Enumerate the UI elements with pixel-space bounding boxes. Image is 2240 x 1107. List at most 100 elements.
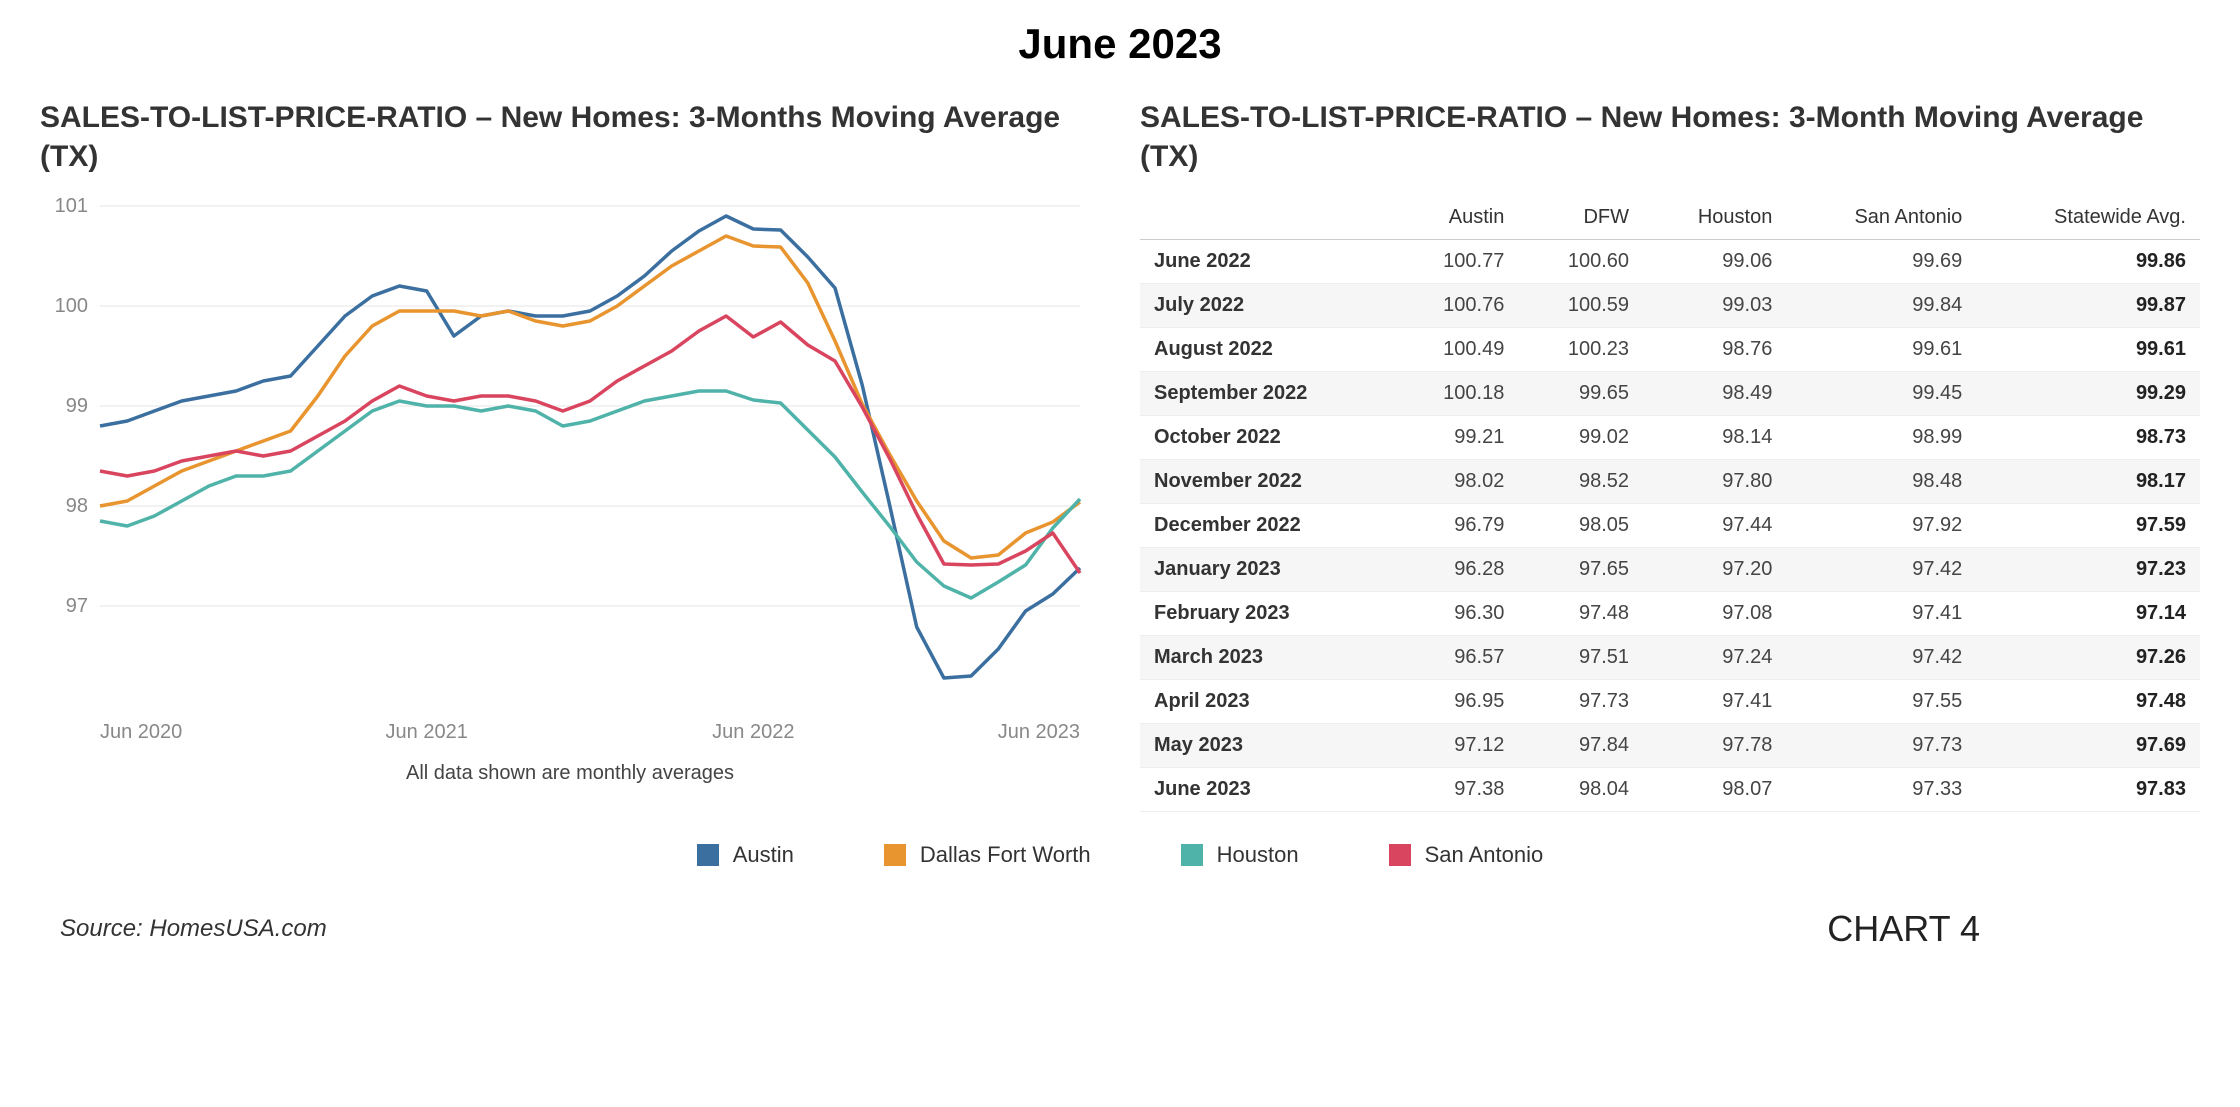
legend-item: Houston bbox=[1181, 842, 1299, 868]
x-tick-label: Jun 2020 bbox=[100, 721, 182, 743]
legend-item: San Antonio bbox=[1389, 842, 1544, 868]
table-cell: 99.29 bbox=[1976, 372, 2200, 416]
table-cell: 97.26 bbox=[1976, 636, 2200, 680]
chart-panel: SALES-TO-LIST-PRICE-RATIO – New Homes: 3… bbox=[40, 98, 1100, 812]
table-cell: 97.42 bbox=[1786, 548, 1976, 592]
table-row: June 202397.3898.0498.0797.3397.83 bbox=[1140, 768, 2200, 812]
series-line-dallas-fort-worth bbox=[100, 236, 1080, 558]
y-tick-label: 101 bbox=[55, 196, 88, 217]
table-cell: 97.69 bbox=[1976, 724, 2200, 768]
table-col-header: Statewide Avg. bbox=[1976, 196, 2200, 240]
table-cell: 98.99 bbox=[1786, 416, 1976, 460]
table-cell: 99.45 bbox=[1786, 372, 1976, 416]
table-cell: 96.30 bbox=[1394, 592, 1519, 636]
table-cell: 98.73 bbox=[1976, 416, 2200, 460]
table-cell: May 2023 bbox=[1140, 724, 1394, 768]
table-cell: 100.60 bbox=[1518, 240, 1643, 284]
x-tick-label: Jun 2021 bbox=[386, 721, 468, 743]
table-col-header: DFW bbox=[1518, 196, 1643, 240]
table-row: March 202396.5797.5197.2497.4297.26 bbox=[1140, 636, 2200, 680]
table-cell: 98.04 bbox=[1518, 768, 1643, 812]
table-cell: January 2023 bbox=[1140, 548, 1394, 592]
chart-svg: 979899100101Jun 2020Jun 2021Jun 2022Jun … bbox=[40, 196, 1100, 756]
table-cell: 96.95 bbox=[1394, 680, 1519, 724]
table-col-header: Austin bbox=[1394, 196, 1519, 240]
table-cell: 99.86 bbox=[1976, 240, 2200, 284]
table-cell: October 2022 bbox=[1140, 416, 1394, 460]
table-cell: 99.21 bbox=[1394, 416, 1519, 460]
table-cell: 97.42 bbox=[1786, 636, 1976, 680]
table-cell: 98.49 bbox=[1643, 372, 1786, 416]
table-cell: 97.20 bbox=[1643, 548, 1786, 592]
chart-legend: Austin Dallas Fort Worth Houston San Antoni… bbox=[40, 842, 2200, 868]
legend-swatch bbox=[697, 844, 719, 866]
table-row: June 2022100.77100.6099.0699.6999.86 bbox=[1140, 240, 2200, 284]
table-cell: 97.08 bbox=[1643, 592, 1786, 636]
legend-swatch bbox=[884, 844, 906, 866]
legend-item: Dallas Fort Worth bbox=[884, 842, 1091, 868]
table-cell: 99.84 bbox=[1786, 284, 1976, 328]
table-row: September 2022100.1899.6598.4999.4599.29 bbox=[1140, 372, 2200, 416]
table-cell: 98.14 bbox=[1643, 416, 1786, 460]
table-cell: 97.48 bbox=[1976, 680, 2200, 724]
table-cell: 97.12 bbox=[1394, 724, 1519, 768]
table-cell: 97.92 bbox=[1786, 504, 1976, 548]
table-body: June 2022100.77100.6099.0699.6999.86July… bbox=[1140, 240, 2200, 812]
table-col-header: Houston bbox=[1643, 196, 1786, 240]
table-cell: 97.24 bbox=[1643, 636, 1786, 680]
table-cell: 100.77 bbox=[1394, 240, 1519, 284]
table-cell: 97.48 bbox=[1518, 592, 1643, 636]
table-col-header: San Antonio bbox=[1786, 196, 1976, 240]
y-tick-label: 100 bbox=[55, 295, 88, 317]
table-title: SALES-TO-LIST-PRICE-RATIO – New Homes: 3… bbox=[1140, 98, 2200, 176]
table-cell: 97.84 bbox=[1518, 724, 1643, 768]
content-row: SALES-TO-LIST-PRICE-RATIO – New Homes: 3… bbox=[40, 98, 2200, 812]
legend-label: San Antonio bbox=[1425, 842, 1544, 868]
x-tick-label: Jun 2022 bbox=[712, 721, 794, 743]
table-cell: September 2022 bbox=[1140, 372, 1394, 416]
table-cell: 99.03 bbox=[1643, 284, 1786, 328]
table-header-row: AustinDFWHoustonSan AntonioStatewide Avg… bbox=[1140, 196, 2200, 240]
table-cell: 100.23 bbox=[1518, 328, 1643, 372]
chart-title: SALES-TO-LIST-PRICE-RATIO – New Homes: 3… bbox=[40, 98, 1100, 176]
table-cell: 97.44 bbox=[1643, 504, 1786, 548]
table-cell: 99.87 bbox=[1976, 284, 2200, 328]
table-cell: 99.61 bbox=[1976, 328, 2200, 372]
table-cell: 98.07 bbox=[1643, 768, 1786, 812]
table-panel: SALES-TO-LIST-PRICE-RATIO – New Homes: 3… bbox=[1140, 98, 2200, 812]
footer-row: Source: HomesUSA.com CHART 4 bbox=[40, 908, 2200, 950]
table-cell: 97.55 bbox=[1786, 680, 1976, 724]
table-cell: 97.33 bbox=[1786, 768, 1976, 812]
table-cell: 98.52 bbox=[1518, 460, 1643, 504]
table-cell: July 2022 bbox=[1140, 284, 1394, 328]
table-cell: April 2023 bbox=[1140, 680, 1394, 724]
table-cell: 97.59 bbox=[1976, 504, 2200, 548]
table-cell: 97.41 bbox=[1643, 680, 1786, 724]
legend-swatch bbox=[1389, 844, 1411, 866]
table-cell: 97.51 bbox=[1518, 636, 1643, 680]
table-cell: 99.06 bbox=[1643, 240, 1786, 284]
table-cell: March 2023 bbox=[1140, 636, 1394, 680]
table-cell: 98.48 bbox=[1786, 460, 1976, 504]
table-cell: November 2022 bbox=[1140, 460, 1394, 504]
table-col-header bbox=[1140, 196, 1394, 240]
table-row: October 202299.2199.0298.1498.9998.73 bbox=[1140, 416, 2200, 460]
legend-label: Dallas Fort Worth bbox=[920, 842, 1091, 868]
table-cell: 97.83 bbox=[1976, 768, 2200, 812]
table-cell: 100.18 bbox=[1394, 372, 1519, 416]
x-tick-label: Jun 2023 bbox=[998, 721, 1080, 743]
table-cell: 99.02 bbox=[1518, 416, 1643, 460]
series-line-san-antonio bbox=[100, 316, 1080, 573]
legend-label: Austin bbox=[733, 842, 794, 868]
page-title: June 2023 bbox=[40, 20, 2200, 68]
table-cell: 98.76 bbox=[1643, 328, 1786, 372]
table-cell: 97.73 bbox=[1786, 724, 1976, 768]
table-cell: 100.76 bbox=[1394, 284, 1519, 328]
table-cell: 99.65 bbox=[1518, 372, 1643, 416]
table-cell: 97.80 bbox=[1643, 460, 1786, 504]
y-tick-label: 99 bbox=[66, 395, 88, 417]
table-row: December 202296.7998.0597.4497.9297.59 bbox=[1140, 504, 2200, 548]
table-cell: June 2023 bbox=[1140, 768, 1394, 812]
table-cell: 96.28 bbox=[1394, 548, 1519, 592]
legend-swatch bbox=[1181, 844, 1203, 866]
